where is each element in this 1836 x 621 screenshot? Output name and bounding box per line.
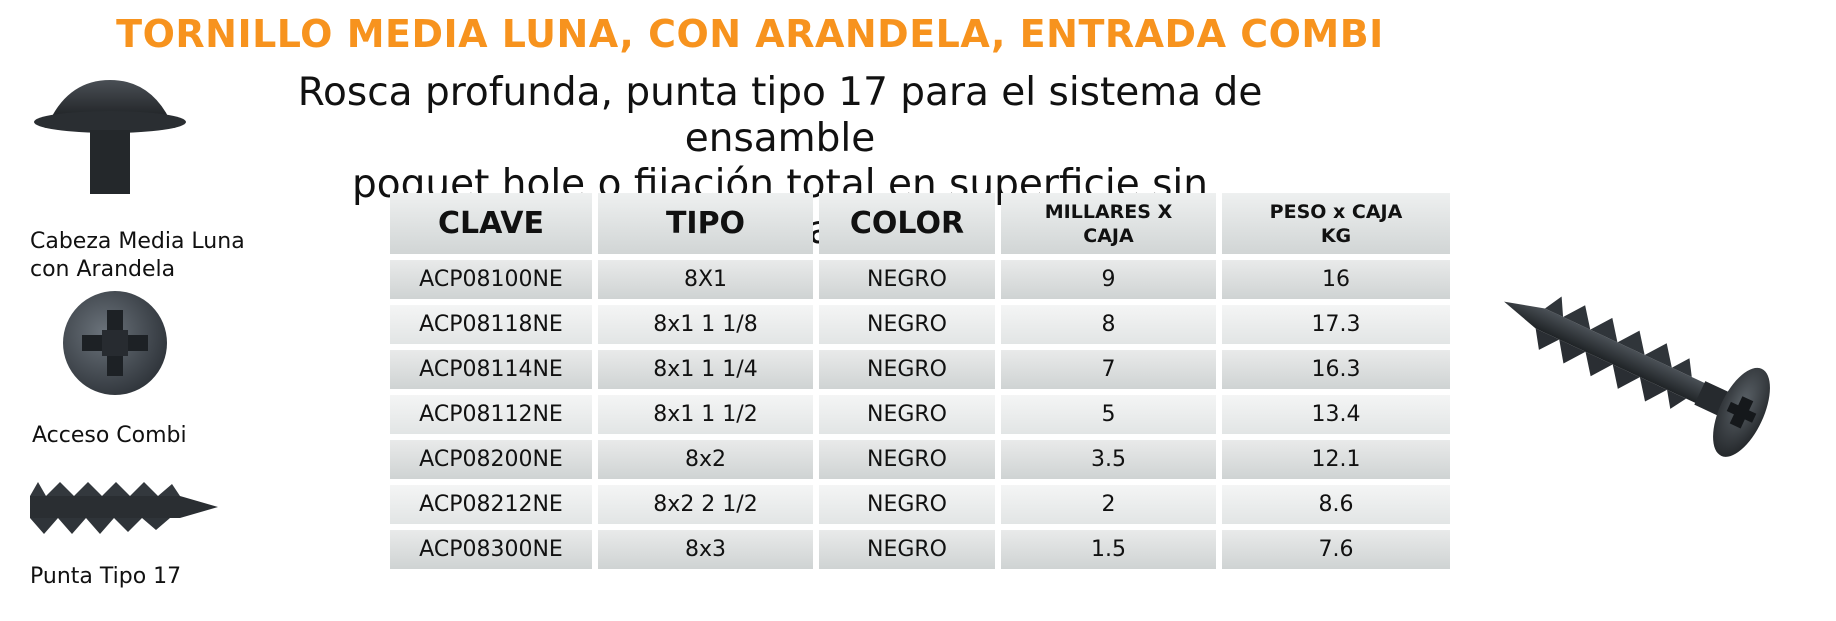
cell-clave: ACP08212NE	[390, 485, 592, 524]
cell-peso: 16.3	[1222, 350, 1450, 389]
col-millares: MILLARES X CAJA	[1001, 193, 1216, 254]
cell-color: NEGRO	[819, 440, 995, 479]
cell-millares: 5	[1001, 395, 1216, 434]
cell-tipo: 8x1 1 1/8	[598, 305, 813, 344]
table-row: ACP08200NE 8x2 NEGRO 3.5 12.1	[390, 440, 1450, 479]
tip-label: Punta Tipo 17	[30, 564, 182, 589]
table-row: ACP08112NE 8x1 1 1/2 NEGRO 5 13.4	[390, 395, 1450, 434]
combi-head-top-icon	[63, 291, 167, 395]
cell-millares: 9	[1001, 260, 1216, 299]
col-color: COLOR	[819, 193, 995, 254]
cell-clave: ACP08114NE	[390, 350, 592, 389]
col-peso: PESO x CAJA KG	[1222, 193, 1450, 254]
cell-tipo: 8x3	[598, 530, 813, 569]
cell-millares: 3.5	[1001, 440, 1216, 479]
cell-peso: 7.6	[1222, 530, 1450, 569]
col-millares-line-1: MILLARES X	[1044, 200, 1173, 223]
cell-tipo: 8x1 1 1/4	[598, 350, 813, 389]
cell-tipo: 8x2	[598, 440, 813, 479]
col-peso-line-2: KG	[1320, 224, 1352, 247]
col-tipo: TIPO	[598, 193, 813, 254]
cell-clave: ACP08118NE	[390, 305, 592, 344]
head-label-line-1: Cabeza Media Luna	[30, 229, 245, 254]
col-millares-line-2: CAJA	[1083, 224, 1134, 247]
cell-millares: 2	[1001, 485, 1216, 524]
screw-tip-icon	[30, 482, 218, 534]
page-title: TORNILLO MEDIA LUNA, CON ARANDELA, ENTRA…	[116, 12, 1384, 56]
screw-head-side-icon	[34, 80, 186, 194]
table-row: ACP08300NE 8x3 NEGRO 1.5 7.6	[390, 530, 1450, 569]
table-row: ACP08114NE 8x1 1 1/4 NEGRO 7 16.3	[390, 350, 1450, 389]
cell-peso: 13.4	[1222, 395, 1450, 434]
cell-tipo: 8X1	[598, 260, 813, 299]
cell-color: NEGRO	[819, 305, 995, 344]
cell-clave: ACP08200NE	[390, 440, 592, 479]
cell-color: NEGRO	[819, 485, 995, 524]
cell-millares: 1.5	[1001, 530, 1216, 569]
cell-tipo: 8x2 2 1/2	[598, 485, 813, 524]
cell-peso: 8.6	[1222, 485, 1450, 524]
cell-color: NEGRO	[819, 530, 995, 569]
head-label: Cabeza Media Luna con Arandela	[30, 228, 245, 284]
screw-full-icon	[1504, 296, 1770, 457]
product-table: CLAVE TIPO COLOR MILLARES X CAJA PESO x …	[384, 187, 1456, 575]
table-row: ACP08100NE 8X1 NEGRO 9 16	[390, 260, 1450, 299]
table-header-row: CLAVE TIPO COLOR MILLARES X CAJA PESO x …	[390, 193, 1450, 254]
cell-peso: 16	[1222, 260, 1450, 299]
cell-millares: 8	[1001, 305, 1216, 344]
cell-clave: ACP08300NE	[390, 530, 592, 569]
col-clave: CLAVE	[390, 193, 592, 254]
cell-peso: 12.1	[1222, 440, 1450, 479]
cell-peso: 17.3	[1222, 305, 1450, 344]
head-label-line-2: con Arandela	[30, 257, 176, 282]
cell-color: NEGRO	[819, 395, 995, 434]
subtitle-line-1: Rosca profunda, punta tipo 17 para el si…	[297, 70, 1263, 161]
cell-clave: ACP08112NE	[390, 395, 592, 434]
cell-millares: 7	[1001, 350, 1216, 389]
col-peso-line-1: PESO x CAJA	[1269, 200, 1403, 223]
cell-clave: ACP08100NE	[390, 260, 592, 299]
access-label: Acceso Combi	[32, 423, 187, 448]
cell-color: NEGRO	[819, 260, 995, 299]
cell-tipo: 8x1 1 1/2	[598, 395, 813, 434]
table-row: ACP08212NE 8x2 2 1/2 NEGRO 2 8.6	[390, 485, 1450, 524]
table-row: ACP08118NE 8x1 1 1/8 NEGRO 8 17.3	[390, 305, 1450, 344]
cell-color: NEGRO	[819, 350, 995, 389]
